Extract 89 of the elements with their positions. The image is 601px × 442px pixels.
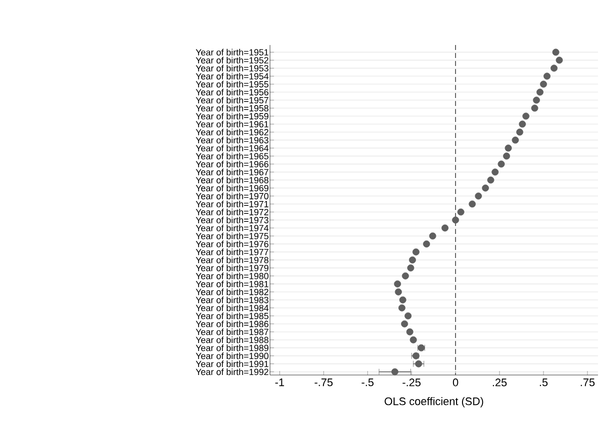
y-tick-label: Year of birth=1974 (196, 224, 269, 232)
point (404, 312, 412, 320)
y-tick-label: Year of birth=1982 (196, 288, 268, 296)
point (552, 48, 560, 56)
y-tick-label: Year of birth=1990 (196, 352, 268, 360)
point (522, 112, 530, 120)
y-tick-label: Year of birth=1972 (196, 208, 268, 216)
y-tick-label: Year of birth=1955 (196, 80, 268, 88)
y-tick-label: Year of birth=1983 (196, 296, 268, 304)
point (504, 144, 512, 152)
y-tick-label: Year of birth=1978 (196, 256, 268, 264)
point (407, 264, 414, 272)
y-tick-label: Year of birth=1953 (196, 64, 268, 72)
y-tick-label: Year of birth=1980 (196, 272, 268, 280)
point (406, 328, 414, 336)
y-tick-label: Year of birth=1962 (196, 128, 268, 136)
y-tick-label: Year of birth=1965 (196, 152, 268, 160)
point (487, 176, 494, 184)
point (452, 216, 460, 224)
y-tick-label: Year of birth=1969 (196, 184, 268, 192)
y-tick-label: Year of birth=1985 (196, 312, 268, 320)
point (531, 104, 538, 112)
x-tick-label: -.5 (362, 378, 374, 386)
y-tick-label: Year of birth=1987 (196, 328, 268, 336)
y-tick-label: Year of birth=1981 (196, 280, 268, 288)
y-tick-label: Year of birth=1970 (196, 192, 268, 200)
y-tick-label: Year of birth=1966 (196, 160, 268, 168)
y-tick-label: Year of birth=1973 (196, 216, 268, 224)
x-tick-label: -.25 (402, 378, 421, 386)
point (394, 280, 402, 288)
point (394, 288, 402, 296)
y-tick-label: Year of birth=1992 (196, 368, 268, 376)
point (402, 272, 409, 280)
y-tick-label: Year of birth=1984 (196, 304, 269, 312)
y-tick-label: Year of birth=1957 (196, 96, 268, 104)
point (518, 120, 526, 128)
point (474, 192, 482, 200)
y-tick-label: Year of birth=1968 (196, 176, 268, 184)
y-tick-label: Year of birth=1988 (196, 336, 268, 344)
y-tick-label: Year of birth=1961 (196, 120, 268, 128)
point (398, 304, 406, 312)
y-tick-label: Year of birth=1956 (196, 88, 268, 96)
point (550, 64, 558, 72)
point (556, 56, 563, 64)
y-tick-label: Year of birth=1977 (196, 248, 268, 256)
x-tick-label: .25 (492, 378, 507, 386)
x-tick-label: -.75 (314, 378, 333, 386)
y-tick-label: Year of birth=1991 (196, 360, 268, 368)
y-tick-label: Year of birth=1971 (196, 200, 268, 208)
point (410, 336, 417, 344)
y-tick-label: Year of birth=1963 (196, 136, 268, 144)
point (482, 184, 489, 192)
point (415, 360, 422, 368)
x-tick-label: .75 (580, 378, 595, 386)
point (401, 320, 408, 328)
point (468, 200, 476, 208)
point (492, 168, 499, 176)
y-tick-label: Year of birth=1979 (196, 264, 268, 272)
point (457, 208, 464, 216)
y-tick-label: Year of birth=1967 (196, 168, 268, 176)
point (503, 152, 510, 160)
y-tick-label: Year of birth=1951 (196, 48, 268, 56)
y-tick-label: Year of birth=1975 (196, 232, 268, 240)
y-tick-label: Year of birth=1986 (196, 320, 268, 328)
x-tick-label: .5 (540, 378, 548, 386)
point (429, 232, 436, 240)
point (412, 248, 420, 256)
point (498, 160, 505, 168)
x-tick-label: -1 (275, 378, 284, 386)
point (391, 368, 398, 376)
point (408, 256, 416, 264)
point (540, 80, 547, 88)
x-axis-title: OLS coefficient (SD) (384, 397, 484, 408)
y-tick-label: Year of birth=1964 (196, 144, 269, 152)
x-tick-label: 0 (452, 378, 458, 386)
y-tick-label: Year of birth=1958 (196, 104, 268, 112)
point (441, 224, 448, 232)
point (399, 296, 406, 304)
y-tick-label: Year of birth=1954 (196, 72, 269, 80)
y-tick-label: Year of birth=1952 (196, 56, 268, 64)
y-tick-label: Year of birth=1976 (196, 240, 268, 248)
point (536, 88, 544, 96)
point (512, 136, 519, 144)
point (423, 240, 430, 248)
y-tick-label: Year of birth=1989 (196, 344, 268, 352)
point (544, 72, 551, 80)
point (532, 96, 540, 104)
y-tick-label: Year of birth=1959 (196, 112, 268, 120)
point (516, 128, 524, 136)
